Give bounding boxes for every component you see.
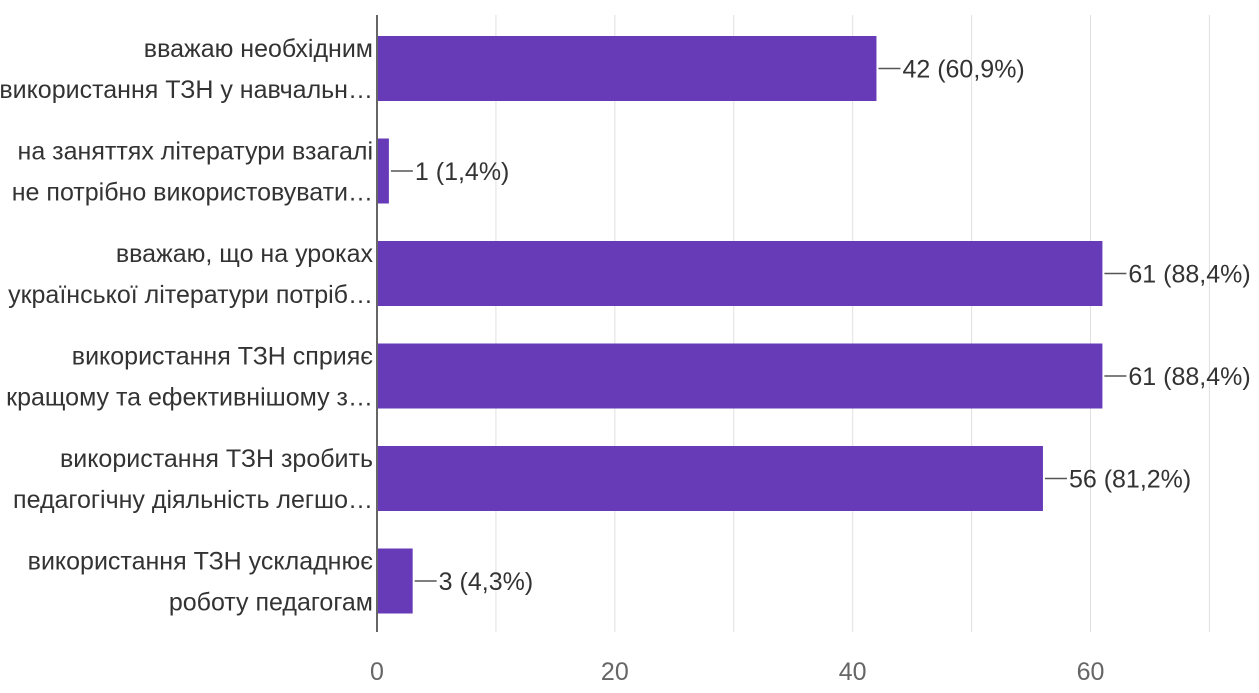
category-label: не потрібно використовувати…	[12, 179, 373, 207]
category-label: використання ТЗН зробить	[60, 445, 373, 473]
axis-layer: 0 20 40 60	[370, 15, 1104, 686]
data-label: 3 (4,3%)	[439, 568, 533, 596]
data-label: 1 (1,4%)	[415, 158, 509, 186]
bar-layer	[378, 36, 1103, 614]
data-label: 42 (60,9%)	[902, 56, 1024, 84]
category-label: кращому та ефективнішому з…	[6, 384, 373, 412]
x-tick-label: 60	[1077, 658, 1105, 686]
bar	[378, 36, 877, 101]
label-layer: 42 (60,9%) вважаю необхідним використання …	[0, 35, 1251, 617]
x-tick-label: 0	[370, 658, 384, 686]
category-label: роботу педагогам	[169, 589, 373, 617]
x-tick-label: 40	[839, 658, 867, 686]
category-label: використання ТЗН сприяє	[72, 343, 373, 371]
bar	[378, 343, 1103, 409]
bar	[378, 446, 1043, 511]
data-label: 61 (88,4%)	[1128, 363, 1250, 391]
data-label: 56 (81,2%)	[1069, 466, 1191, 494]
x-tick-label: 20	[601, 658, 629, 686]
category-label: використання ТЗН у навчальн…	[0, 76, 373, 104]
category-label: вважаю, що на уроках	[116, 240, 374, 268]
grid-layer	[495, 15, 1210, 632]
category-label: на заняттях літератури взагалі	[18, 138, 373, 166]
bar	[378, 241, 1103, 306]
category-label: вважаю необхідним	[144, 35, 373, 63]
category-label: педагогічну діяльність легшо…	[13, 486, 373, 514]
bar	[378, 548, 413, 614]
category-label: української літератури потріб…	[8, 281, 373, 309]
data-label: 61 (88,4%)	[1128, 261, 1250, 289]
bar	[378, 138, 389, 204]
category-label: використання ТЗН ускладнює	[28, 548, 374, 576]
